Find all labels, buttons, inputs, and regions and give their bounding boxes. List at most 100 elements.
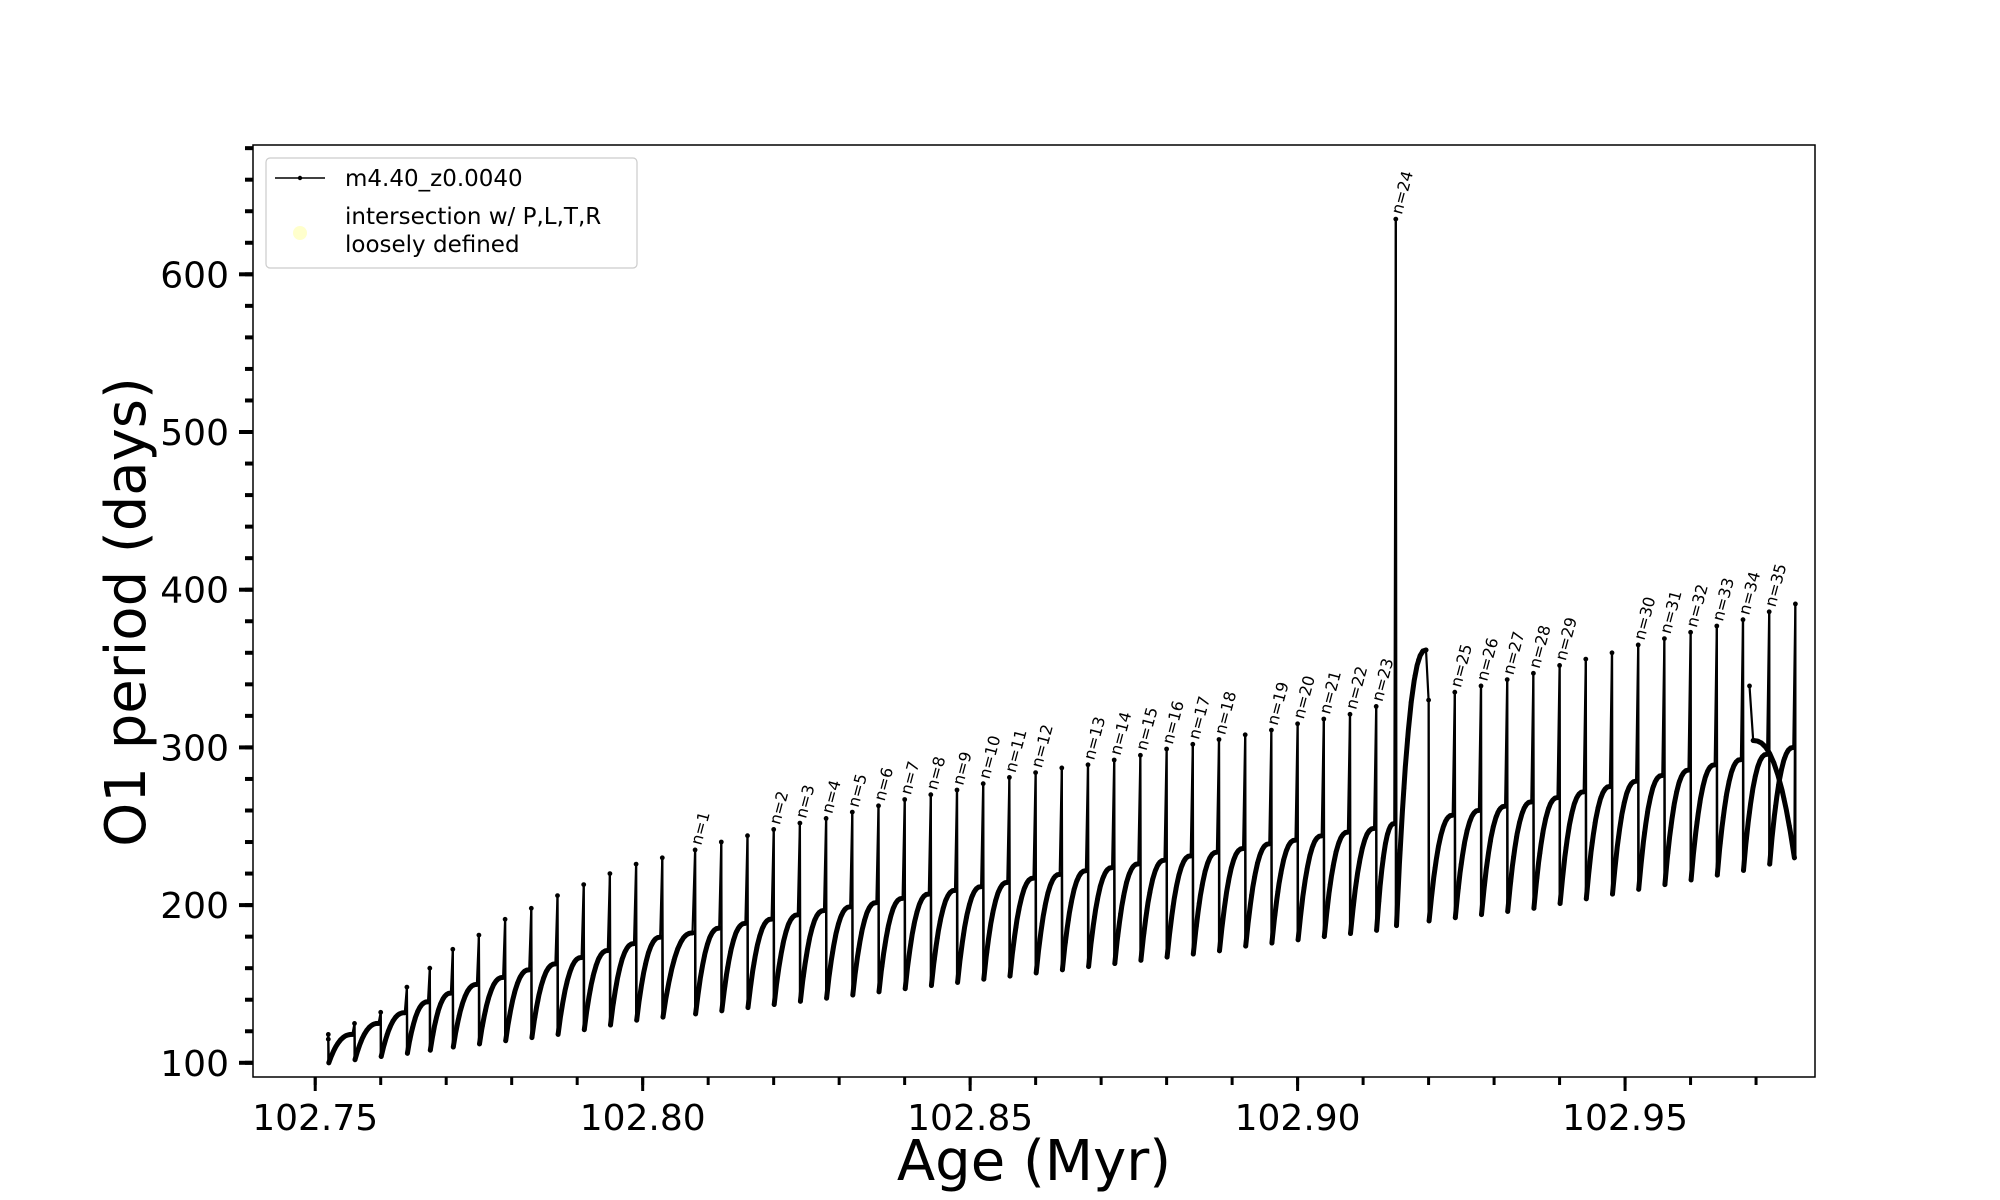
pulse-recovery	[797, 908, 827, 1004]
pulse-recovery	[1531, 795, 1560, 911]
pulse-recovery	[529, 961, 558, 1041]
axis-ticks	[239, 146, 1758, 1091]
x-tick-label: 102.90	[1235, 1098, 1361, 1139]
pulse-recovery	[693, 925, 722, 1017]
series-point	[659, 855, 665, 861]
pulse-recovery	[326, 1031, 355, 1066]
plot-area	[252, 144, 1816, 1078]
pulse-recovery	[1610, 778, 1639, 897]
pulse-recovery	[660, 930, 695, 1020]
series-point	[745, 833, 750, 839]
legend-circle-marker	[293, 226, 307, 240]
y-tick-label: 500	[160, 413, 229, 454]
pulse-recovery	[1033, 871, 1063, 976]
y-tick-label: 600	[160, 255, 229, 296]
pulse-recovery	[427, 990, 454, 1053]
pulse-recovery	[1112, 861, 1141, 966]
pulse-recovery	[876, 895, 906, 995]
pulse-recovery	[1007, 875, 1036, 979]
x-tick-label: 102.95	[1562, 1098, 1688, 1139]
y-tick-label: 100	[160, 1044, 229, 1085]
pulse-recovery	[1217, 846, 1246, 954]
pulse-recovery	[581, 948, 611, 1033]
pulse-recovery	[1086, 865, 1115, 970]
series-point	[980, 781, 986, 787]
pulse-recovery	[1269, 837, 1298, 946]
pulse-recovery	[928, 887, 958, 988]
series-layer	[325, 216, 1798, 1066]
series-point	[876, 803, 881, 809]
pulse-recovery	[450, 981, 480, 1050]
series-point	[378, 1009, 384, 1015]
series-point	[928, 792, 934, 798]
pulse-recovery	[1374, 821, 1397, 933]
legend-intersection-label-line2: loosely defined	[345, 232, 520, 258]
series-point	[1766, 609, 1772, 615]
pulse-recovery	[1557, 789, 1587, 906]
pulse-recovery	[771, 912, 801, 1007]
x-axis-title: Age (Myr)	[897, 1129, 1171, 1194]
y-tick-label: 200	[160, 886, 229, 927]
pulse-recovery	[608, 941, 637, 1028]
pulse-recovery	[1348, 825, 1377, 936]
pulse-recovery	[634, 934, 663, 1023]
series-point	[1531, 670, 1536, 676]
y-tick-label: 400	[160, 571, 229, 612]
pulse-recovery	[1750, 738, 1797, 861]
pulse-recovery	[1321, 829, 1351, 940]
pulse-recovery	[1426, 812, 1456, 924]
series-point	[450, 946, 456, 952]
pulse-recovery	[404, 999, 431, 1056]
pulse-recovery	[378, 1010, 408, 1059]
series-point	[1452, 689, 1458, 695]
series-point	[1609, 650, 1615, 656]
series-point	[427, 965, 433, 971]
pulse-recovery	[1243, 841, 1272, 949]
legend-line-dot	[297, 175, 303, 181]
y-tick-label: 300	[160, 728, 229, 769]
pulse-recovery	[1190, 849, 1220, 957]
series-point	[1242, 732, 1248, 738]
x-tick-label: 102.85	[907, 1098, 1033, 1139]
series-point	[1138, 752, 1143, 758]
series-point	[1347, 711, 1353, 717]
pulse-recovery	[555, 955, 585, 1037]
pulse-recovery	[1452, 807, 1482, 921]
pulse-recovery	[1767, 744, 1796, 867]
pulse-recovery	[1295, 833, 1325, 943]
series-point	[528, 905, 534, 911]
y-tick-labels: 100 200 300 400 500 600	[160, 255, 229, 1084]
series-point	[1688, 629, 1693, 635]
pulse-recovery	[1394, 647, 1429, 929]
legend-intersection-label-line1: intersection w/ P,L,T,R	[345, 204, 601, 230]
x-tick-label: 102.80	[580, 1098, 706, 1139]
x-tick-labels: 102.75 102.80 102.85 102.90 102.95	[252, 1098, 1688, 1139]
series-point	[1295, 721, 1300, 727]
pulse-recovery	[1479, 803, 1508, 918]
y-axis-title: O1 period (days)	[94, 377, 159, 847]
pulse-recovery	[1714, 757, 1744, 878]
series-point	[1747, 683, 1752, 689]
pulse-recovery	[981, 879, 1010, 982]
pulse-recovery	[1138, 857, 1167, 963]
series-point	[1190, 741, 1196, 747]
pulse-recovery	[1741, 751, 1770, 873]
pulse-recovery	[850, 900, 879, 998]
pulse-recovery	[1688, 762, 1718, 883]
series-point	[502, 916, 508, 922]
pulse-recovery	[719, 920, 748, 1014]
pulse-recovery	[1636, 772, 1665, 892]
legend-series-label: m4.40_z0.0040	[345, 166, 523, 192]
pulse-recovery	[745, 916, 775, 1011]
pulse-recovery	[1583, 784, 1613, 902]
pulse-recovery	[477, 974, 506, 1047]
pulse-recovery	[824, 904, 853, 1001]
pulse-recovery	[1164, 853, 1194, 960]
series-point	[1740, 617, 1746, 623]
pulse-recovery	[1662, 767, 1691, 888]
pulse-recovery	[352, 1020, 382, 1063]
legend-box	[265, 157, 638, 269]
pulse-recovery	[1059, 868, 1089, 973]
pulse-recovery	[503, 967, 532, 1044]
series-point	[1085, 762, 1091, 768]
